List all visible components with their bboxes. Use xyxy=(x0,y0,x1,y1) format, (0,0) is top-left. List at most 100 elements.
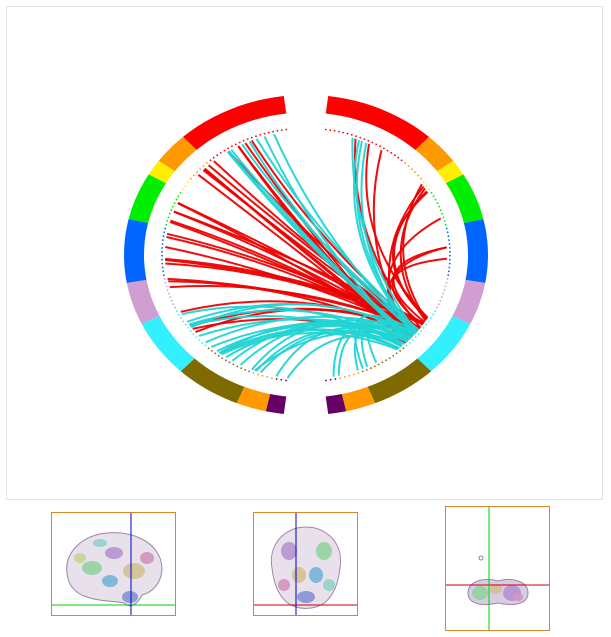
connection-link-cyan-34[interactable] xyxy=(354,314,418,369)
node-dot xyxy=(198,339,201,341)
node-dot xyxy=(246,138,249,141)
ring-segment-right-5[interactable] xyxy=(452,279,486,324)
node-dot xyxy=(448,266,451,269)
node-dot xyxy=(162,235,165,238)
connection-link-cyan-32[interactable] xyxy=(366,320,416,364)
node-dot xyxy=(414,171,416,174)
ring-segment-left-9[interactable] xyxy=(265,394,287,414)
connection-link-cyan-39[interactable] xyxy=(360,142,415,336)
node-dot xyxy=(414,336,417,338)
node-dot xyxy=(166,289,169,291)
node-dot xyxy=(184,184,187,187)
node-dot xyxy=(443,289,446,291)
node-dot xyxy=(443,220,446,222)
node-dot xyxy=(342,131,345,134)
ring-segment-left-5[interactable] xyxy=(126,279,160,324)
node-dot xyxy=(170,209,173,212)
connection-link-red-41[interactable] xyxy=(393,190,428,320)
node-dot xyxy=(350,134,353,136)
node-dot xyxy=(187,181,190,184)
node-dot xyxy=(217,354,220,357)
node-dot xyxy=(325,379,327,382)
ring-segment-left-2[interactable] xyxy=(148,160,175,184)
node-dot xyxy=(437,303,440,306)
node-dot xyxy=(163,231,166,234)
node-dot xyxy=(161,266,164,269)
connection-link-cyan-33[interactable] xyxy=(360,324,412,368)
ring-segment-right-0[interactable] xyxy=(325,96,429,150)
node-dot xyxy=(227,147,230,150)
brain-sagittal-icon xyxy=(52,513,175,615)
ring-segment-right-9[interactable] xyxy=(325,394,347,414)
node-dot xyxy=(176,310,178,313)
ring-segment-right-3[interactable] xyxy=(446,174,484,223)
node-dot xyxy=(184,323,187,326)
ring-segment-left-6[interactable] xyxy=(141,316,195,372)
connection-link-cyan-14[interactable] xyxy=(221,332,398,356)
connection-link-cyan-21[interactable] xyxy=(219,328,400,355)
connectogram-chart xyxy=(124,96,488,414)
node-dot xyxy=(167,216,170,219)
ring-segment-left-8[interactable] xyxy=(236,386,271,412)
axial-view[interactable] xyxy=(445,506,550,631)
connection-link-cyan-35[interactable] xyxy=(337,327,411,376)
node-dot xyxy=(166,220,169,222)
node-dot xyxy=(449,258,451,261)
node-dot xyxy=(324,128,327,131)
node-dot xyxy=(353,373,355,376)
ring-segment-right-7[interactable] xyxy=(367,358,432,404)
ring-segment-left-7[interactable] xyxy=(180,358,245,404)
node-dot xyxy=(411,339,414,341)
node-dot xyxy=(388,357,391,359)
node-dot xyxy=(417,333,420,335)
node-dot xyxy=(379,145,381,148)
connection-link-cyan-22[interactable] xyxy=(273,133,416,335)
node-dot xyxy=(280,129,283,131)
node-dot xyxy=(402,347,405,350)
node-dot xyxy=(405,344,408,347)
node-dot xyxy=(248,370,251,373)
node-dot xyxy=(434,310,436,313)
connectogram-panel xyxy=(6,6,603,500)
connection-link-red-38[interactable] xyxy=(365,143,429,319)
node-dot xyxy=(223,149,226,152)
node-dot xyxy=(179,192,182,194)
ring-segment-right-8[interactable] xyxy=(341,386,376,412)
node-dot xyxy=(276,129,279,132)
node-dot xyxy=(422,327,425,329)
ring-segment-left-4[interactable] xyxy=(124,219,149,283)
ring-segment-left-1[interactable] xyxy=(158,136,197,172)
node-dot xyxy=(448,262,451,265)
connection-link-cyan-26[interactable] xyxy=(228,150,413,338)
ring-segment-left-0[interactable] xyxy=(183,96,287,150)
node-dot xyxy=(206,162,208,164)
ring-segment-right-4[interactable] xyxy=(463,219,488,283)
node-dot xyxy=(271,377,273,379)
node-dot xyxy=(209,159,212,162)
ring-segment-right-2[interactable] xyxy=(437,160,464,184)
node-dot xyxy=(329,378,332,381)
ring-segment-left-3[interactable] xyxy=(128,174,166,223)
connection-link-cyan-29[interactable] xyxy=(230,149,412,340)
connection-link-cyan-20[interactable] xyxy=(255,329,402,372)
node-dot xyxy=(343,376,346,378)
node-dot xyxy=(423,181,425,184)
ring-segment-right-6[interactable] xyxy=(417,316,471,372)
node-dot xyxy=(329,129,332,131)
node-dot xyxy=(333,129,336,132)
connection-link-cyan-17[interactable] xyxy=(286,334,405,379)
ring-segment-right-1[interactable] xyxy=(415,136,454,172)
coronal-view[interactable] xyxy=(253,512,358,616)
connection-link-cyan-38[interactable] xyxy=(355,140,418,333)
node-dot xyxy=(263,132,266,135)
node-dot xyxy=(250,136,253,139)
node-dot xyxy=(400,159,403,162)
node-dot xyxy=(162,274,165,277)
node-dot xyxy=(201,342,204,344)
connection-link-cyan-30[interactable] xyxy=(332,321,415,377)
node-dot xyxy=(161,247,164,249)
connection-link-cyan-31[interactable] xyxy=(353,329,403,371)
sagittal-view[interactable] xyxy=(51,512,176,616)
connection-link-cyan-25[interactable] xyxy=(248,140,417,334)
node-dot xyxy=(192,333,195,335)
